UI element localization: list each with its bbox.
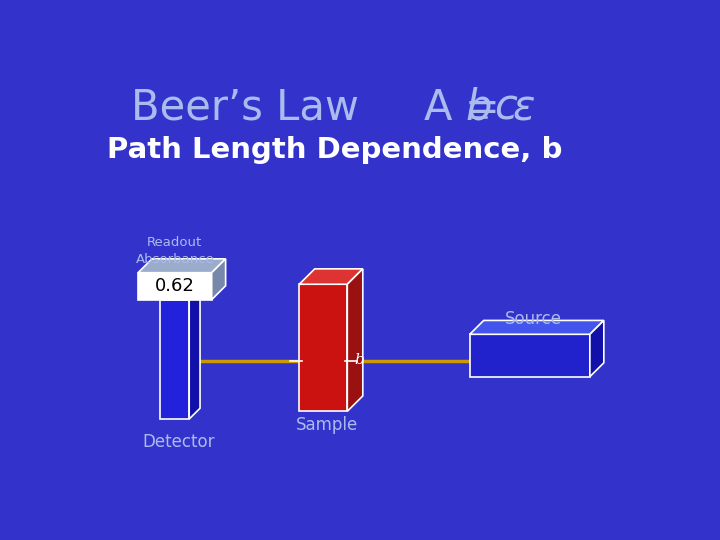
Polygon shape <box>469 320 604 334</box>
Text: b: b <box>355 354 364 368</box>
Polygon shape <box>469 334 590 377</box>
Polygon shape <box>138 259 225 273</box>
Text: Detector: Detector <box>142 433 215 451</box>
Text: Path Length Dependence, b: Path Length Dependence, b <box>107 136 562 164</box>
Polygon shape <box>590 320 604 377</box>
Text: A = $\varepsilon$: A = $\varepsilon$ <box>423 86 536 128</box>
Text: Readout
Absorbance: Readout Absorbance <box>135 236 215 266</box>
Polygon shape <box>160 289 200 300</box>
Text: Beer’s Law: Beer’s Law <box>131 86 359 128</box>
Text: c: c <box>495 86 518 128</box>
Polygon shape <box>347 269 363 411</box>
Polygon shape <box>300 269 363 284</box>
Text: Source: Source <box>505 310 562 328</box>
Polygon shape <box>189 289 200 419</box>
Polygon shape <box>300 284 347 411</box>
Text: Sample: Sample <box>296 416 359 434</box>
Text: b: b <box>466 86 492 128</box>
Text: 0.62: 0.62 <box>155 277 195 295</box>
Polygon shape <box>138 273 212 300</box>
Polygon shape <box>212 259 225 300</box>
Polygon shape <box>160 300 189 419</box>
